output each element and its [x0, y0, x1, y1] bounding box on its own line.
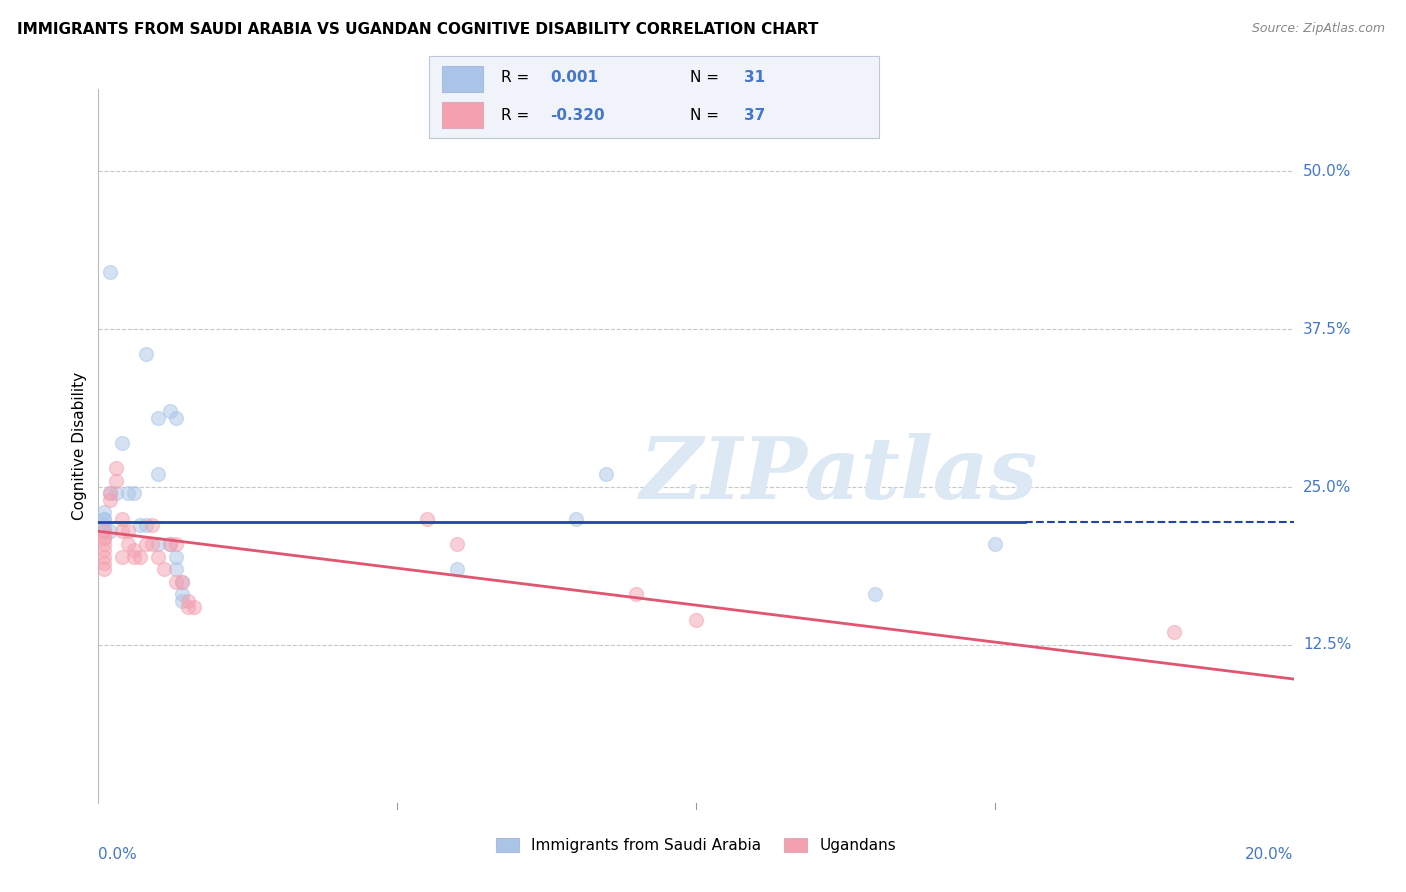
- Text: 50.0%: 50.0%: [1303, 164, 1351, 178]
- Point: [111, 549, 134, 564]
- Point: [626, 587, 648, 601]
- Point: [165, 410, 187, 425]
- FancyBboxPatch shape: [443, 66, 482, 92]
- Point: [165, 549, 187, 564]
- Y-axis label: Cognitive Disability: Cognitive Disability: [72, 372, 87, 520]
- Text: -0.320: -0.320: [550, 108, 605, 123]
- Point: [124, 549, 146, 564]
- Point: [416, 511, 439, 525]
- Point: [105, 486, 128, 500]
- Point: [172, 593, 194, 607]
- Point: [135, 517, 157, 532]
- Text: ZIPatlas: ZIPatlas: [640, 433, 1039, 516]
- Point: [135, 347, 157, 361]
- Text: Source: ZipAtlas.com: Source: ZipAtlas.com: [1251, 22, 1385, 36]
- Text: 25.0%: 25.0%: [1303, 480, 1351, 494]
- Point: [124, 543, 146, 558]
- Point: [93, 543, 115, 558]
- Point: [124, 486, 146, 500]
- Point: [172, 574, 194, 589]
- Text: 31: 31: [744, 70, 765, 85]
- Point: [93, 556, 115, 570]
- Point: [984, 537, 1007, 551]
- Point: [446, 537, 468, 551]
- Point: [98, 492, 122, 507]
- Point: [1163, 625, 1185, 640]
- Point: [111, 524, 134, 539]
- Point: [129, 517, 152, 532]
- Point: [93, 531, 115, 545]
- Point: [685, 613, 707, 627]
- Point: [595, 467, 617, 482]
- Legend: Immigrants from Saudi Arabia, Ugandans: Immigrants from Saudi Arabia, Ugandans: [489, 832, 903, 859]
- Point: [148, 549, 170, 564]
- Point: [105, 461, 128, 475]
- Point: [865, 587, 887, 601]
- Point: [141, 517, 163, 532]
- Point: [135, 537, 157, 551]
- Point: [93, 524, 115, 539]
- Text: 0.0%: 0.0%: [98, 847, 138, 862]
- Point: [105, 474, 128, 488]
- Text: 37: 37: [744, 108, 765, 123]
- Point: [159, 537, 181, 551]
- Text: 12.5%: 12.5%: [1303, 638, 1351, 652]
- Text: 0.001: 0.001: [550, 70, 599, 85]
- Point: [172, 587, 194, 601]
- Point: [98, 486, 122, 500]
- Point: [165, 562, 187, 576]
- Point: [153, 562, 176, 576]
- Point: [93, 505, 115, 519]
- Point: [93, 562, 115, 576]
- Point: [98, 486, 122, 500]
- Point: [98, 265, 122, 279]
- Point: [446, 562, 468, 576]
- Point: [93, 517, 115, 532]
- Point: [159, 537, 181, 551]
- Point: [165, 537, 187, 551]
- Point: [93, 511, 115, 525]
- Point: [129, 549, 152, 564]
- Point: [98, 524, 122, 539]
- Point: [148, 537, 170, 551]
- Point: [117, 524, 139, 539]
- Point: [148, 467, 170, 482]
- Point: [111, 435, 134, 450]
- FancyBboxPatch shape: [443, 103, 482, 128]
- Point: [148, 410, 170, 425]
- Text: 20.0%: 20.0%: [1246, 847, 1294, 862]
- Point: [93, 524, 115, 539]
- Point: [93, 511, 115, 525]
- Point: [177, 593, 200, 607]
- Text: N =: N =: [690, 70, 718, 85]
- Point: [177, 600, 200, 615]
- Point: [172, 574, 194, 589]
- Point: [117, 537, 139, 551]
- Text: IMMIGRANTS FROM SAUDI ARABIA VS UGANDAN COGNITIVE DISABILITY CORRELATION CHART: IMMIGRANTS FROM SAUDI ARABIA VS UGANDAN …: [17, 22, 818, 37]
- Point: [159, 404, 181, 418]
- Point: [117, 486, 139, 500]
- Point: [141, 537, 163, 551]
- Point: [93, 549, 115, 564]
- Text: 37.5%: 37.5%: [1303, 322, 1351, 336]
- Text: N =: N =: [690, 108, 718, 123]
- Point: [565, 511, 588, 525]
- Text: R =: R =: [501, 70, 529, 85]
- Point: [165, 574, 187, 589]
- Point: [111, 511, 134, 525]
- Point: [183, 600, 205, 615]
- Point: [93, 537, 115, 551]
- Text: R =: R =: [501, 108, 529, 123]
- Point: [93, 531, 115, 545]
